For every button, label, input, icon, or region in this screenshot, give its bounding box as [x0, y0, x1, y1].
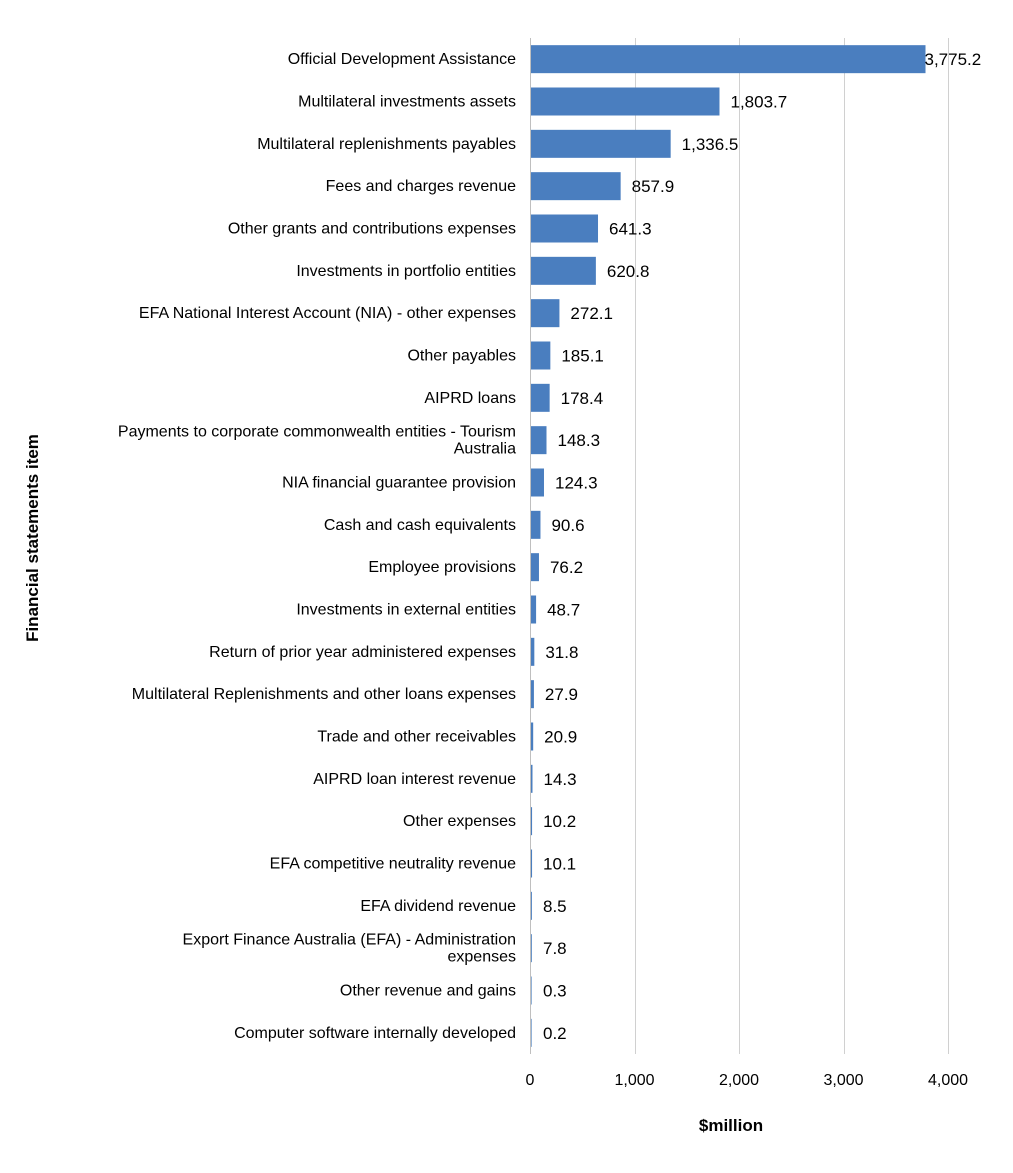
value-label: 14.3 — [543, 770, 576, 789]
category-label: Multilateral investments assets — [298, 94, 516, 111]
category-label: Other revenue and gains — [340, 983, 516, 1000]
category-label: Employee provisions — [368, 559, 516, 576]
category-label: AIPRD loan interest revenue — [313, 771, 516, 788]
bar — [531, 637, 535, 666]
category-label: Trade and other receivables — [317, 729, 516, 746]
y-axis-title: Financial statements item — [23, 434, 42, 642]
value-label: 0.3 — [543, 982, 567, 1001]
category-label: EFA National Interest Account (NIA) - ot… — [139, 305, 516, 322]
category-label: EFA competitive neutrality revenue — [270, 856, 516, 873]
bar — [531, 764, 533, 793]
category-labels: Official Development Assistance Multilate… — [118, 51, 516, 1042]
value-label: 20.9 — [544, 728, 577, 747]
bar — [531, 807, 533, 836]
bar — [531, 383, 550, 412]
category-label: Official Development Assistance — [288, 51, 516, 68]
value-label: 178.4 — [561, 389, 604, 408]
bar — [531, 468, 544, 497]
value-label: 620.8 — [607, 262, 650, 281]
value-label: 7.8 — [543, 939, 567, 958]
bar — [531, 976, 532, 1005]
value-label: 31.8 — [545, 643, 578, 662]
bar — [531, 849, 533, 878]
value-label: 10.2 — [543, 812, 576, 831]
bar — [531, 510, 541, 539]
bar — [531, 172, 621, 201]
bar — [531, 129, 671, 158]
bar — [531, 722, 534, 751]
category-label: Other payables — [407, 348, 516, 365]
category-label: Multilateral replenishments payables — [257, 136, 516, 153]
category-label: NIA financial guarantee provision — [282, 475, 516, 492]
value-label: 3,775.2 — [925, 50, 982, 69]
category-label: Return of prior year administered expens… — [209, 644, 516, 661]
bar — [531, 214, 599, 243]
bar — [531, 87, 720, 116]
value-label: 641.3 — [609, 220, 652, 239]
x-tick-label: 4,000 — [928, 1072, 968, 1089]
value-label: 27.9 — [545, 685, 578, 704]
category-label: Computer software internally developed — [234, 1025, 516, 1042]
bar — [531, 680, 534, 709]
bar — [531, 426, 547, 455]
bar — [531, 891, 532, 920]
x-tick-label: 1,000 — [614, 1072, 654, 1089]
value-label: 1,803.7 — [730, 93, 787, 112]
value-label: 148.3 — [557, 431, 600, 450]
bar — [531, 299, 560, 328]
category-label: Multilateral Replenishments and other lo… — [132, 686, 516, 703]
value-label: 90.6 — [551, 516, 584, 535]
x-tick-label: 3,000 — [823, 1072, 863, 1089]
bar — [531, 934, 532, 963]
gridlines — [530, 38, 949, 1054]
category-label: Export Finance Australia (EFA) - Adminis… — [183, 932, 516, 966]
value-label: 857.9 — [632, 177, 675, 196]
x-axis-title: $million — [699, 1116, 763, 1135]
category-label: Investments in portfolio entities — [296, 263, 516, 280]
bar — [531, 1018, 532, 1047]
bar — [531, 553, 539, 582]
x-tick-label: 2,000 — [719, 1072, 759, 1089]
value-label: 10.1 — [543, 855, 576, 874]
bar — [531, 341, 551, 370]
category-label: Fees and charges revenue — [326, 178, 516, 195]
category-label: EFA dividend revenue — [360, 898, 516, 915]
value-label: 8.5 — [543, 897, 567, 916]
value-label: 0.2 — [543, 1024, 567, 1043]
bars — [531, 45, 926, 1047]
category-label: AIPRD loans — [424, 390, 516, 407]
category-label: Other expenses — [403, 813, 516, 830]
category-label: Payments to corporate commonwealth entit… — [118, 424, 516, 458]
value-label: 48.7 — [547, 601, 580, 620]
category-label: Other grants and contributions expenses — [228, 221, 516, 238]
value-labels: 3,775.2 1,803.7 1,336.5 857.9 641.3 620.8 272.… — [543, 50, 981, 1043]
x-tick-labels: 0 1,000 2,000 3,000 4,000 — [526, 1072, 969, 1089]
value-label: 1,336.5 — [682, 135, 739, 154]
value-label: 272.1 — [570, 304, 613, 323]
category-label: Investments in external entities — [296, 602, 516, 619]
category-label: Cash and cash equivalents — [324, 517, 516, 534]
bar — [531, 256, 596, 285]
value-label: 124.3 — [555, 474, 598, 493]
value-label: 76.2 — [550, 558, 583, 577]
bar — [531, 595, 537, 624]
bar — [531, 45, 926, 74]
x-tick-label: 0 — [526, 1072, 535, 1089]
value-label: 185.1 — [561, 347, 604, 366]
